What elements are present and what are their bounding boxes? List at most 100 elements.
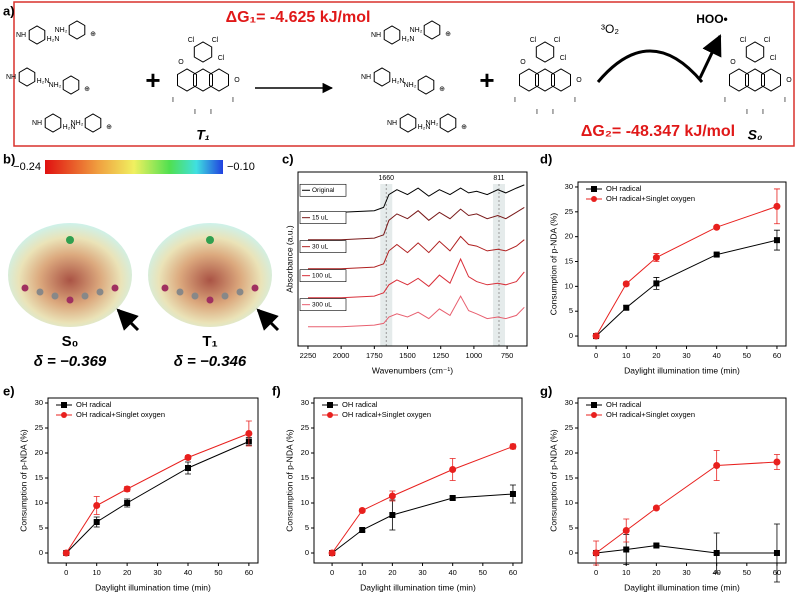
- ring: [193, 68, 213, 92]
- x-tick-label: 2250: [300, 351, 317, 360]
- y-tick-label: 30: [565, 182, 573, 191]
- ring: [193, 41, 213, 63]
- y-tick-label: 5: [569, 306, 573, 315]
- legend-box: [299, 240, 347, 253]
- x-tick-label: 30: [682, 568, 690, 577]
- atom-label: Cl: [560, 55, 567, 62]
- x-axis-title: Daylight illumination time (min): [624, 582, 740, 592]
- ring: [68, 20, 86, 40]
- marker: [623, 304, 630, 311]
- x-tick-label: 30: [153, 568, 161, 577]
- ring: [209, 68, 229, 92]
- atom: [251, 284, 259, 292]
- legend-label: OH radical: [76, 400, 112, 409]
- marker: [359, 527, 366, 533]
- plot-frame: [47, 397, 259, 564]
- marker: [93, 519, 100, 525]
- atom-label: Cl: [530, 37, 537, 44]
- atom-label: I: [746, 109, 748, 116]
- y-tick-label: 10: [35, 498, 43, 507]
- marker: [713, 251, 720, 258]
- x-tick-label: 10: [622, 351, 630, 360]
- s0-label: S₀: [748, 127, 763, 143]
- y-tick-label: 15: [565, 473, 573, 482]
- x-tick-label: 10: [358, 568, 366, 577]
- atom-label: NH₂: [55, 27, 68, 34]
- marker: [652, 254, 660, 262]
- x-axis-title: Wavenumbers (cm⁻¹): [372, 365, 453, 375]
- ring: [761, 68, 781, 92]
- atom-label: NH: [361, 74, 371, 81]
- ring: [439, 113, 457, 133]
- legend-label: 15 uL: [312, 214, 329, 221]
- legend-label: 300 uL: [312, 301, 332, 308]
- atom-label: H₂N: [47, 36, 60, 43]
- atom: [21, 284, 29, 292]
- atom-label: NH: [387, 120, 397, 127]
- ring: [745, 68, 765, 92]
- marker: [388, 492, 396, 500]
- y-tick-label: 15: [35, 473, 43, 482]
- esp-arrow: [116, 308, 140, 332]
- panel-label: b): [3, 151, 15, 166]
- atom: [96, 288, 104, 296]
- plot-frame: [313, 397, 523, 564]
- x-tick-label: 40: [184, 568, 192, 577]
- legend-label: OH radical: [606, 400, 642, 409]
- marker: [592, 549, 600, 557]
- ring: [177, 68, 197, 92]
- atom-label: O: [730, 59, 736, 66]
- band-label: 1660: [378, 175, 394, 182]
- atom-label: NH₂: [49, 82, 62, 89]
- atom-label: NH: [371, 32, 381, 39]
- ring: [417, 75, 435, 95]
- atom-label: O: [520, 59, 526, 66]
- atom-label: Cl: [770, 55, 777, 62]
- legend-marker: [591, 186, 597, 192]
- atom-label: ⊕: [461, 124, 467, 131]
- atom-label: O: [178, 59, 184, 66]
- atom: [176, 288, 184, 296]
- y-axis-title: Consumption of p-NDA (%): [548, 429, 558, 532]
- y-tick-label: 10: [301, 498, 309, 507]
- state-name: S₀: [62, 333, 79, 350]
- atom-label: NH₂: [410, 27, 423, 34]
- y-tick-label: 5: [305, 523, 309, 532]
- legend-box: [299, 298, 347, 311]
- series-line: [65, 433, 250, 554]
- atom-label: O: [786, 77, 792, 84]
- y-axis-title: Consumption of p-NDA (%): [548, 213, 558, 316]
- atom-label: I: [232, 97, 234, 104]
- y-tick-label: 25: [565, 207, 573, 216]
- marker: [328, 549, 336, 557]
- atom-label: H₂N: [402, 36, 415, 43]
- marker: [358, 507, 366, 514]
- x-tick-label: 0: [64, 568, 68, 577]
- legend-label: OH radical+Singlet oxygen: [342, 410, 431, 419]
- y-tick-label: 0: [569, 548, 573, 557]
- series-line: [331, 493, 514, 554]
- esp-map: [8, 223, 132, 327]
- ring: [84, 113, 102, 133]
- atom: [111, 284, 119, 292]
- atom-label: I: [514, 97, 516, 104]
- t1-label: T₁: [196, 127, 210, 143]
- atom-label: I: [210, 109, 212, 116]
- esp-arrow: [256, 308, 280, 332]
- marker: [713, 462, 721, 469]
- x-tick-label: 1500: [399, 351, 416, 360]
- atom-label: H₂N: [37, 78, 50, 85]
- x-tick-label: 60: [245, 568, 253, 577]
- x-tick-label: 10: [93, 568, 101, 577]
- legend-marker: [591, 402, 597, 408]
- atom: [206, 296, 214, 304]
- x-tick-label: 1750: [366, 351, 383, 360]
- atom-label: ⊕: [106, 124, 112, 131]
- marker: [623, 546, 630, 553]
- ring: [423, 20, 441, 40]
- atom-label: I: [724, 97, 726, 104]
- x-tick-label: 20: [652, 351, 660, 360]
- ring: [383, 25, 401, 45]
- atom-label: O: [576, 77, 582, 84]
